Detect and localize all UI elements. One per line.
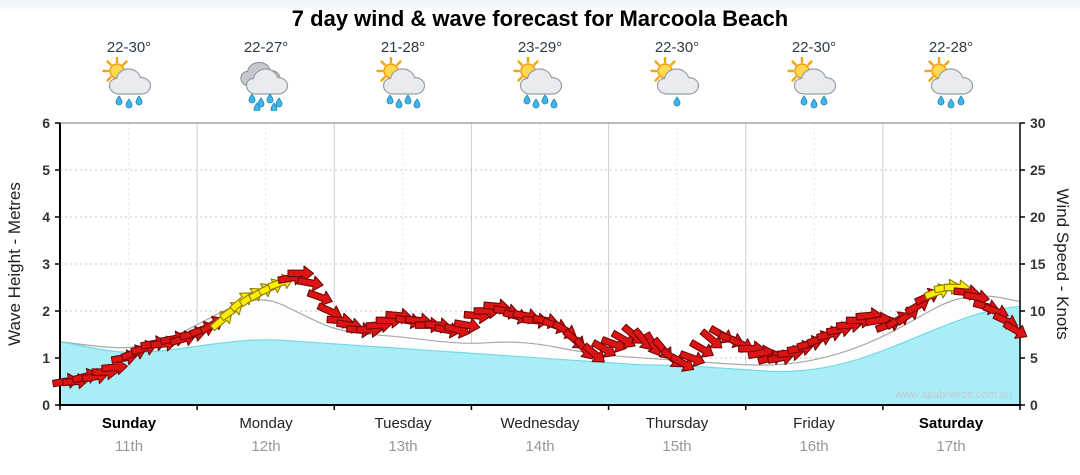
wind-arrow <box>1002 320 1028 339</box>
left-tick-label: 3 <box>42 256 50 272</box>
day-date: 16th <box>799 438 829 455</box>
left-tick-label: 6 <box>42 115 50 131</box>
weather-icon <box>509 56 571 111</box>
left-tick-label: 1 <box>42 350 50 366</box>
temperature-label: 22-28° <box>928 39 974 56</box>
temperature-label: 22-30° <box>106 39 152 56</box>
temperature-label: 23-29° <box>517 39 563 56</box>
wind-arrow <box>678 350 706 367</box>
wind-arrow <box>689 339 714 358</box>
weather-icon <box>372 56 434 111</box>
weather-icon-graphic <box>924 56 974 109</box>
day-date: 11th <box>114 438 144 455</box>
wave-height-area <box>59 305 1021 406</box>
wind-arrow <box>453 317 481 334</box>
day-date: 15th <box>662 438 692 455</box>
day-name: Wednesday <box>500 415 580 432</box>
weather-icon-graphic <box>787 56 837 109</box>
day-date: 13th <box>388 438 418 455</box>
wind-arrow <box>296 275 324 292</box>
wind-arrow <box>287 265 315 282</box>
weather-icon <box>783 56 845 111</box>
day-name: Monday <box>239 415 293 432</box>
day-name: Tuesday <box>374 415 432 432</box>
temperature-label: 22-30° <box>654 39 700 56</box>
day-name: Friday <box>793 415 835 432</box>
right-tick-label: 15 <box>1030 256 1046 272</box>
weather-icon <box>646 56 708 111</box>
weather-icon-graphic <box>102 56 152 109</box>
weather-icon-graphic <box>650 56 700 107</box>
temperature-label: 21-28° <box>380 39 426 56</box>
weather-icon-graphic <box>240 61 289 113</box>
wind-arrow <box>610 329 636 349</box>
page-title: 7 day wind & wave forecast for Marcoola … <box>291 6 789 31</box>
wind-arrow <box>699 328 723 349</box>
left-tick-label: 0 <box>42 397 50 413</box>
weather-icon <box>98 56 160 111</box>
day-name: Saturday <box>918 415 984 432</box>
day-date: 14th <box>525 438 555 455</box>
watermark: www.seabreeze.com.au <box>894 389 1012 401</box>
temperature-label: 22-30° <box>791 39 837 56</box>
weather-icon-graphic <box>376 56 426 109</box>
day-date: 12th <box>251 438 281 455</box>
right-tick-label: 20 <box>1030 209 1046 225</box>
day-name: Sunday <box>101 415 157 432</box>
wind-arrow <box>306 289 333 306</box>
weather-icon <box>920 56 982 111</box>
right-tick-label: 25 <box>1030 162 1046 178</box>
wind-arrow <box>669 353 695 372</box>
wind-arrow <box>582 342 605 363</box>
right-tick-label: 0 <box>1030 397 1038 413</box>
left-tick-label: 5 <box>42 162 50 178</box>
weather-icon <box>235 57 297 113</box>
right-tick-label: 30 <box>1030 115 1046 131</box>
day-name: Thursday <box>645 415 709 432</box>
wind-arrow <box>101 359 128 376</box>
weather-icon-graphic <box>513 56 563 109</box>
day-date: 17th <box>936 438 966 455</box>
left-tick-label: 4 <box>42 209 50 225</box>
temperature-label: 22-27° <box>243 39 289 56</box>
right-tick-label: 5 <box>1030 350 1038 366</box>
left-tick-label: 2 <box>42 303 50 319</box>
right-tick-label: 10 <box>1030 303 1046 319</box>
wind-arrow <box>591 339 616 358</box>
